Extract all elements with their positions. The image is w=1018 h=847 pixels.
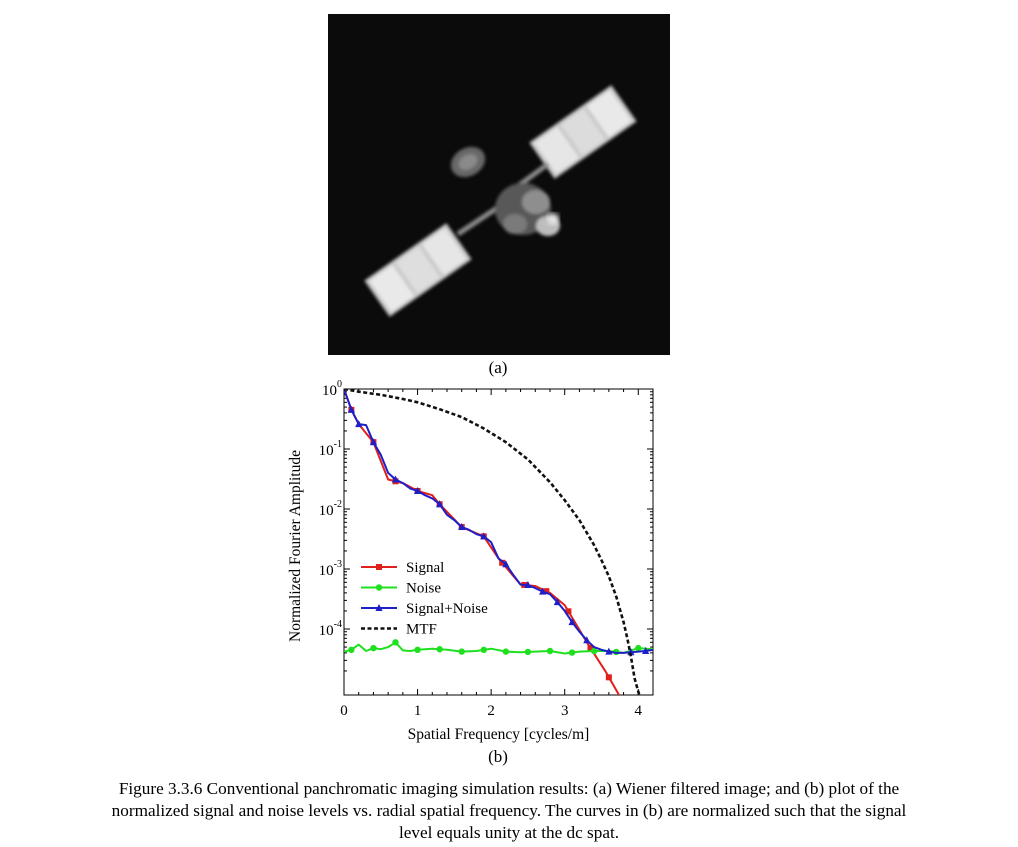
satellite-image	[328, 14, 670, 355]
noise-marker	[376, 584, 382, 590]
y-tick-exponent: -2	[334, 499, 342, 510]
x-tick-label: 4	[635, 703, 643, 719]
noise-marker	[370, 645, 376, 651]
signal-marker	[376, 564, 382, 570]
noise-marker	[436, 646, 442, 652]
y-tick-exponent: 0	[337, 379, 342, 390]
noise-marker	[459, 648, 465, 654]
noise-marker	[348, 647, 354, 653]
y-tick-exponent: -3	[334, 559, 342, 570]
noise-marker	[481, 647, 487, 653]
x-tick-label: 3	[561, 703, 569, 719]
noise-marker	[414, 647, 420, 653]
caption-line: Figure 3.3.6 Conventional panchromatic i…	[0, 778, 1018, 800]
y-tick-label: 100	[322, 379, 342, 399]
legend-label: Signal	[406, 560, 444, 576]
y-tick-base: 10	[319, 623, 334, 639]
noise-marker	[503, 648, 509, 654]
noise-marker	[525, 649, 531, 655]
y-tick-label: 10-1	[319, 439, 342, 459]
satellite-image-panel	[328, 14, 670, 355]
noise-marker	[547, 648, 553, 654]
legend-label: MTF	[406, 622, 437, 638]
noise-marker	[392, 639, 398, 645]
figure-caption: Figure 3.3.6 Conventional panchromatic i…	[0, 778, 1018, 844]
x-axis-title: Spatial Frequency [cycles/m]	[408, 726, 590, 743]
y-tick-label: 10-4	[319, 619, 342, 639]
x-tick-label: 1	[414, 703, 422, 719]
caption-line: level equals unity at the dc spat.	[0, 822, 1018, 844]
y-axis-title: Normalized Fourier Amplitude	[287, 450, 304, 642]
signal-marker	[606, 674, 612, 680]
y-tick-exponent: -4	[334, 619, 342, 630]
x-tick-label: 2	[487, 703, 495, 719]
plot-area	[344, 389, 653, 695]
y-tick-label: 10-2	[319, 499, 342, 519]
panel-b-label: (b)	[478, 747, 518, 767]
y-tick-base: 10	[322, 383, 337, 399]
y-tick-exponent: -1	[334, 439, 342, 450]
x-tick-label: 0	[340, 703, 348, 719]
legend-label: Signal+Noise	[406, 601, 488, 617]
y-tick-base: 10	[319, 443, 334, 459]
noise-marker	[635, 645, 641, 651]
y-tick-label: 10-3	[319, 559, 342, 579]
noise-marker	[569, 649, 575, 655]
legend-label: Noise	[406, 581, 441, 597]
y-tick-base: 10	[319, 563, 334, 579]
y-tick-base: 10	[319, 503, 334, 519]
caption-line: normalized signal and noise levels vs. r…	[0, 800, 1018, 822]
plot-frame	[344, 389, 653, 695]
